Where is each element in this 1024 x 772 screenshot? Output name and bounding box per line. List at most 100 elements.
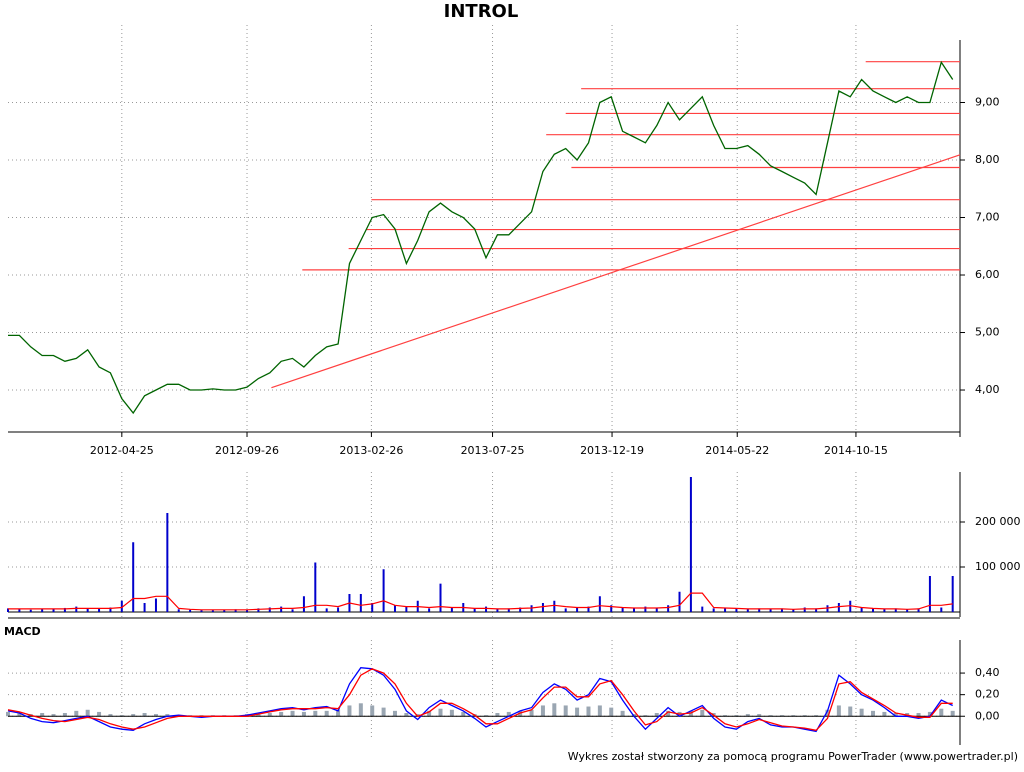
histogram-bar [848,706,853,717]
volume-bar [860,607,863,612]
histogram-bar [563,705,568,717]
histogram-bar [370,705,375,717]
volume-bar [211,610,214,612]
volume-bar [769,608,772,612]
histogram-bar [438,708,443,717]
histogram-bar [745,714,750,717]
macd-line [7,668,953,732]
histogram-bar [392,710,397,717]
histogram-bar [609,707,614,717]
volume-bar [872,608,875,612]
histogram-bar [119,715,124,717]
volume-bar [405,606,408,612]
panel-title: MACD [4,625,41,638]
volume-bar [746,609,749,612]
volume-bar [473,608,476,612]
histogram-bar [597,705,602,717]
volume-bar [29,609,32,612]
y-tick-label: 200 000 [975,515,1021,528]
x-tick-label: 2013-02-26 [339,444,403,457]
histogram-bar [484,715,489,717]
volume-bar [223,609,226,612]
x-tick-label: 2012-04-25 [90,444,154,457]
volume-bar [450,607,453,612]
histogram-bar [153,714,158,717]
histogram-bar [347,705,352,717]
volume-bar [132,542,135,612]
volume-bar [610,605,613,612]
volume-bar [689,477,692,612]
volume-bar [644,606,647,612]
histogram-bar [267,713,272,717]
histogram-bar [927,711,932,717]
x-tick-label: 2014-10-15 [824,444,888,457]
volume-bar [576,607,579,612]
histogram-bar [324,710,329,717]
histogram-bar [131,714,136,717]
footer: Wykres został stworzony za pomocą progra… [568,750,1018,763]
volume-bar [268,607,271,612]
volume-bar [359,594,362,612]
volume-bar [246,609,249,612]
volume-bar [712,608,715,612]
volume-bar [598,596,601,612]
volume-bar [837,603,840,612]
y-tick-label: 0,40 [975,666,1000,679]
volume-bar [41,608,44,612]
volume-bar [917,608,920,612]
volume-bar [52,609,55,612]
histogram-bar [51,714,56,717]
volume-bar [564,608,567,612]
volume-bar [541,603,544,612]
histogram-bar [427,710,432,717]
volume-bar [109,607,112,612]
volume-bar [7,608,9,612]
volume-bar [780,608,783,612]
x-tick-label: 2013-07-25 [461,444,525,457]
histogram-bar [586,706,591,717]
histogram-bar [916,713,921,717]
histogram-bar [449,709,454,717]
histogram-bar [893,713,898,717]
volume-bar [86,608,89,612]
volume-bar [280,606,283,612]
histogram-bar [871,710,876,717]
volume-bar [143,603,146,612]
volume-bar [120,600,123,612]
histogram-bar [768,715,773,717]
volume-bar [530,605,533,612]
volume-bar [507,608,510,612]
histogram-bar [540,705,545,717]
y-tick-label: 100 000 [975,560,1021,573]
histogram-bar [723,715,728,717]
volume-bar [314,562,317,612]
histogram-bar [461,711,466,717]
histogram-bar [529,709,534,717]
histogram-bar [734,715,739,717]
histogram-bar [404,713,409,717]
histogram-bar [62,713,67,717]
volume-bar [815,608,818,612]
histogram-bar [882,711,887,717]
volume-bar [928,576,931,612]
histogram-bar [666,710,671,717]
volume-bar [758,608,761,612]
y-tick-label: 6,00 [975,268,1000,281]
histogram-bar [654,713,659,717]
volume-average [8,592,953,611]
price-line [8,60,954,415]
volume-bar [382,569,385,612]
x-tick-label: 2014-05-22 [705,444,769,457]
volume-bar [701,606,704,612]
volume-bar [154,598,157,612]
volume-bar [371,603,374,612]
histogram-bar [74,710,79,717]
histogram-bar [643,715,648,717]
volume-bar [234,609,237,612]
histogram-bar [40,713,45,717]
histogram-bar [108,714,113,717]
volume-bar [189,609,192,612]
y-tick-label: 0,20 [975,688,1000,701]
histogram-bar [85,709,90,717]
histogram-bar [165,714,170,717]
